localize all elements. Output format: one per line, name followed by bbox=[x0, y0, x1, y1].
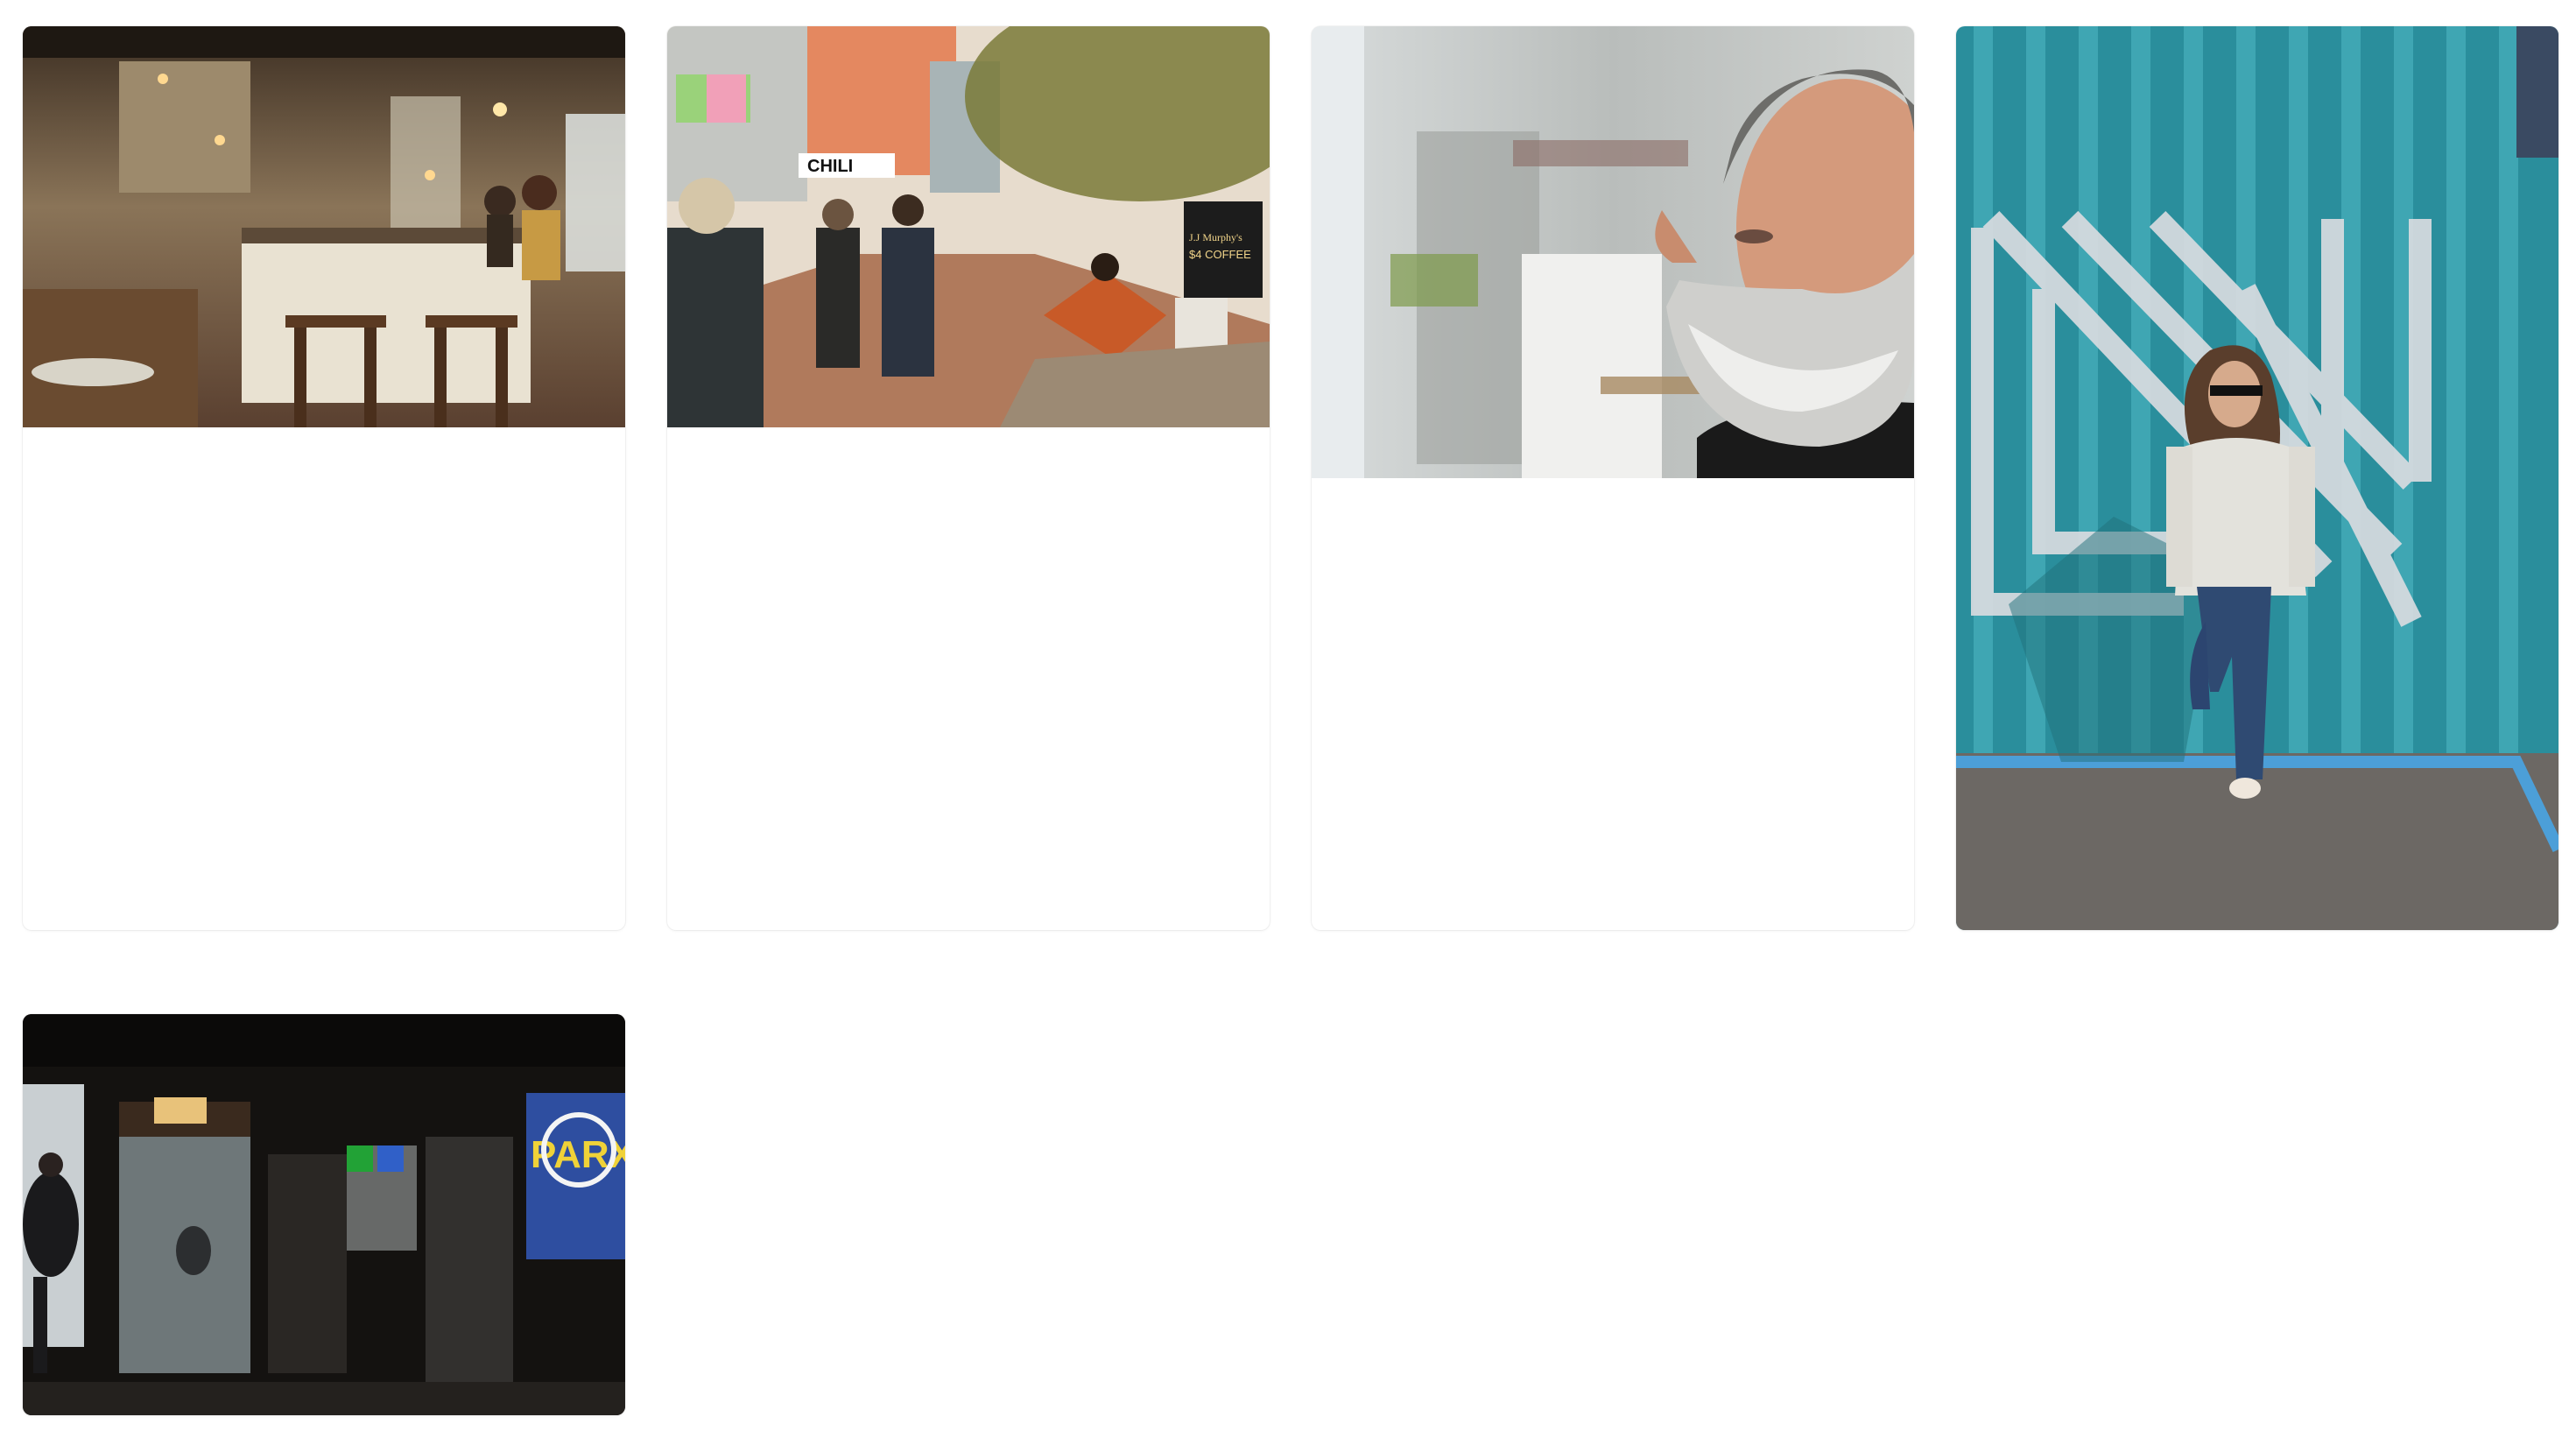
street-sign-murphys: J.J Murphy's bbox=[1189, 231, 1242, 243]
photo-street-scene[interactable]: CHILI $4 COFFEE J.J Murphy's bbox=[667, 26, 1270, 427]
gallery-card-storefront[interactable]: PARX bbox=[23, 1014, 625, 1415]
street-sign-coffee: $4 COFFEE bbox=[1189, 248, 1251, 261]
street-sign-chili: CHILI bbox=[807, 157, 853, 176]
gallery-card-teal-wall[interactable] bbox=[1956, 26, 2558, 930]
gallery-card-cafe[interactable] bbox=[23, 26, 625, 930]
photo-cafe-interior[interactable] bbox=[23, 26, 625, 427]
photo-woman-teal-wall[interactable] bbox=[1956, 26, 2558, 930]
gallery-card-street[interactable]: CHILI $4 COFFEE J.J Murphy's bbox=[667, 26, 1270, 930]
gallery-card-portrait[interactable] bbox=[1312, 26, 1914, 930]
photo-dark-storefront[interactable]: PARX bbox=[23, 1014, 625, 1415]
photo-bearded-man[interactable] bbox=[1312, 26, 1914, 478]
